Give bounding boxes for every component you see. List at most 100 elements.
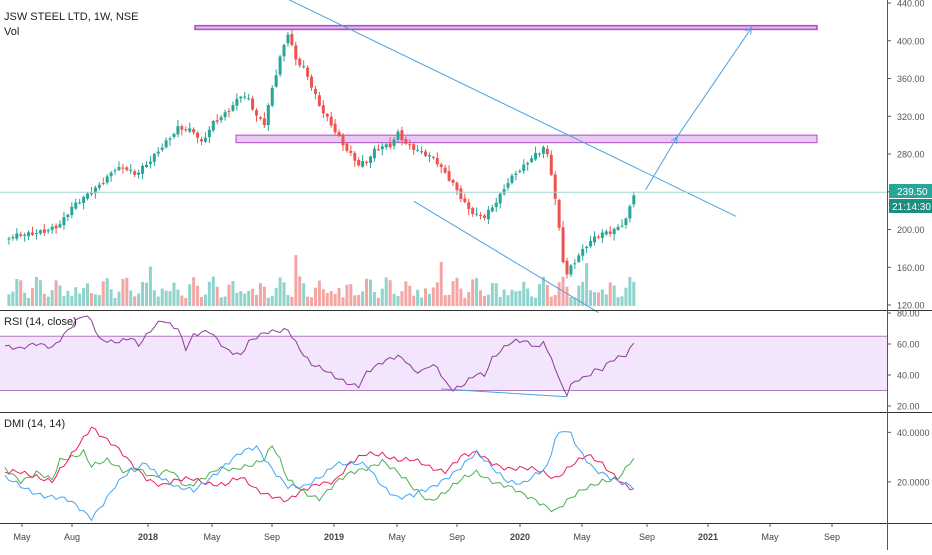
- candle: [589, 240, 593, 247]
- volume-bar: [164, 290, 168, 306]
- candle: [306, 67, 310, 77]
- volume-bar: [353, 295, 357, 306]
- candle: [282, 44, 286, 57]
- axis-label: 400.00: [897, 36, 925, 46]
- candle: [365, 161, 369, 163]
- time-axis[interactable]: May Aug 2018 May Sep 2019 May Sep 2020 May Sep 2021…: [13, 523, 840, 542]
- volume-bar: [11, 291, 15, 306]
- volume-bar: [125, 277, 129, 306]
- candle: [620, 225, 624, 227]
- chart-title[interactable]: JSW STEEL LTD, 1W, NSE: [4, 11, 138, 23]
- volume-bar: [349, 284, 353, 306]
- volume-bar: [196, 285, 200, 306]
- volume-bar: [247, 290, 251, 306]
- candlestick-series: [7, 28, 636, 279]
- volume-legend[interactable]: Vol: [4, 26, 19, 38]
- volume-bar: [518, 290, 522, 306]
- candle: [101, 183, 105, 185]
- candle: [482, 215, 486, 218]
- volume-bar: [424, 288, 428, 306]
- volume-bar: [302, 283, 306, 306]
- volume-bar: [541, 276, 545, 306]
- volume-bar: [416, 289, 420, 306]
- volume-bar: [156, 296, 160, 306]
- upper-trendline: [288, 0, 737, 217]
- volume-bar: [113, 297, 117, 306]
- candle: [203, 137, 207, 142]
- volume-bar: [420, 297, 424, 306]
- candle: [184, 129, 188, 131]
- volume-bar: [333, 294, 337, 306]
- dmi-legend[interactable]: DMI (14, 14): [4, 418, 65, 430]
- axis-label: 440.00: [897, 0, 925, 9]
- candle: [239, 96, 243, 99]
- volume-bar: [616, 297, 620, 306]
- time-label: May: [203, 532, 221, 542]
- time-label: 2019: [324, 532, 344, 542]
- candle: [70, 206, 74, 215]
- candle: [42, 229, 46, 233]
- candle: [156, 151, 160, 154]
- volume-bar: [537, 284, 541, 306]
- candle: [400, 130, 404, 141]
- volume-bar: [160, 288, 164, 306]
- volume-bar: [239, 291, 243, 306]
- volume-bar: [396, 296, 400, 306]
- volume-bar: [482, 295, 486, 306]
- volume-bar: [203, 294, 207, 306]
- volume-bar: [148, 266, 152, 306]
- candle: [549, 154, 553, 175]
- volume-bar: [54, 280, 58, 306]
- dmi-minus-line: [4, 426, 634, 503]
- volume-bar: [317, 280, 321, 306]
- axis-label: 40.00: [897, 371, 920, 381]
- candle: [463, 198, 467, 202]
- rsi-divergence-line: [441, 388, 568, 398]
- volume-bar: [19, 280, 23, 306]
- candle: [553, 174, 557, 199]
- candle: [23, 234, 27, 236]
- candle: [396, 131, 400, 140]
- volume-bar: [313, 287, 317, 306]
- candle: [341, 135, 345, 146]
- volume-bar: [141, 281, 145, 306]
- candle: [600, 232, 604, 238]
- candle: [447, 171, 451, 181]
- time-label: 2018: [138, 532, 158, 542]
- candle: [27, 232, 31, 237]
- time-label: May: [388, 532, 406, 542]
- volume-bar: [553, 294, 557, 306]
- candle: [541, 147, 545, 154]
- lower-trendline: [413, 200, 599, 313]
- candle: [412, 144, 416, 151]
- candle: [164, 140, 168, 148]
- volume-bar: [188, 284, 192, 306]
- candle: [196, 132, 200, 138]
- volume-bar: [258, 283, 262, 306]
- volume-bar: [27, 297, 31, 306]
- volume-bar: [321, 289, 325, 306]
- volume-bar: [306, 296, 310, 306]
- price-axis[interactable]: 440.00400.00360.00320.00280.00240.00200.…: [887, 0, 925, 311]
- volume-bar: [82, 287, 86, 306]
- time-label: May: [13, 532, 31, 542]
- dmi-plus-line: [4, 445, 635, 513]
- candle: [565, 260, 569, 275]
- volume-bar: [278, 277, 282, 306]
- volume-bar: [255, 294, 259, 306]
- candle: [215, 120, 219, 122]
- candle: [585, 246, 589, 249]
- rsi-axis[interactable]: 80.00 60.00 40.00 20.00: [887, 309, 920, 412]
- volume-bar: [404, 281, 408, 306]
- axis-label: 360.00: [897, 74, 925, 84]
- rsi-legend[interactable]: RSI (14, close): [4, 316, 77, 328]
- volume-bar: [467, 292, 471, 306]
- volume-bar: [50, 290, 54, 306]
- volume-bar: [471, 279, 475, 306]
- candle: [431, 156, 435, 158]
- dmi-axis[interactable]: 40.0000 20.0000: [887, 428, 930, 488]
- volume-bar: [463, 297, 467, 306]
- candle: [467, 202, 471, 209]
- volume-bar: [184, 297, 188, 306]
